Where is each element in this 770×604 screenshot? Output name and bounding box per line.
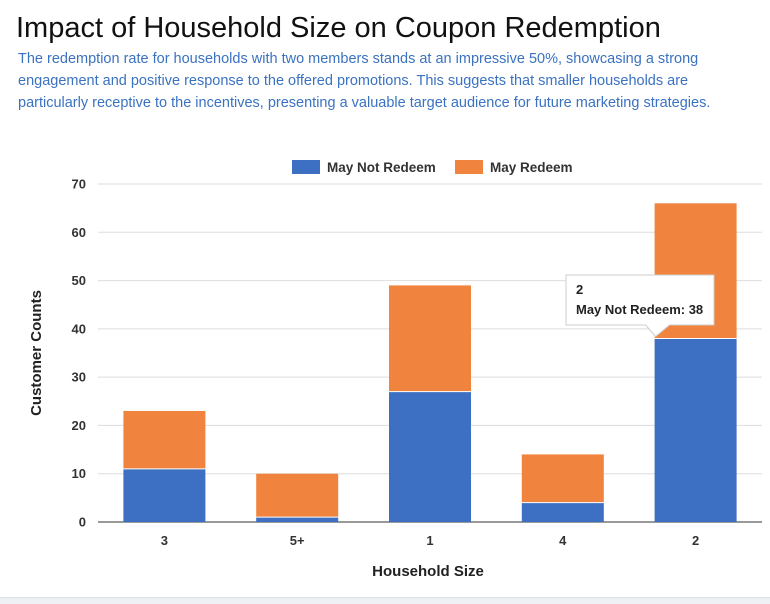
bar-may-not-redeem <box>654 338 737 522</box>
y-tick-label: 50 <box>72 273 86 288</box>
x-tick-label: 1 <box>426 533 433 548</box>
y-tick-label: 10 <box>72 466 86 481</box>
chart-title: Impact of Household Size on Coupon Redem… <box>16 12 661 44</box>
bar-may-redeem <box>521 454 604 503</box>
x-tick-label: 4 <box>559 533 567 548</box>
legend-swatch <box>292 160 320 174</box>
chart-subtitle: The redemption rate for households with … <box>18 51 711 111</box>
legend-swatch <box>455 160 483 174</box>
tooltip-title: 2 <box>576 282 583 297</box>
y-tick-label: 30 <box>72 370 86 385</box>
y-tick-label: 40 <box>72 321 86 336</box>
x-axis-label: Household Size <box>372 563 484 580</box>
bar-may-not-redeem <box>256 517 339 522</box>
bar-may-not-redeem <box>521 502 604 522</box>
x-tick-label: 2 <box>692 533 699 548</box>
bar-may-redeem <box>123 410 206 469</box>
bar-may-not-redeem <box>389 391 471 522</box>
bottom-strip <box>0 597 770 604</box>
legend-label: May Not Redeem <box>327 160 436 175</box>
tooltip-box <box>565 274 715 338</box>
legend-label: May Redeem <box>490 160 573 175</box>
y-tick-label: 0 <box>79 515 86 530</box>
y-tick-label: 20 <box>72 418 86 433</box>
tooltip-text: May Not Redeem: 38 <box>576 302 703 317</box>
y-tick-label: 70 <box>72 177 86 192</box>
x-tick-label: 5+ <box>290 533 305 548</box>
y-axis-label: Customer Counts <box>28 290 45 416</box>
y-tick-label: 60 <box>72 225 86 240</box>
bar-may-not-redeem <box>123 468 206 522</box>
bar-may-redeem <box>389 285 471 392</box>
bar-may-redeem <box>256 473 339 518</box>
x-tick-label: 3 <box>161 533 168 548</box>
